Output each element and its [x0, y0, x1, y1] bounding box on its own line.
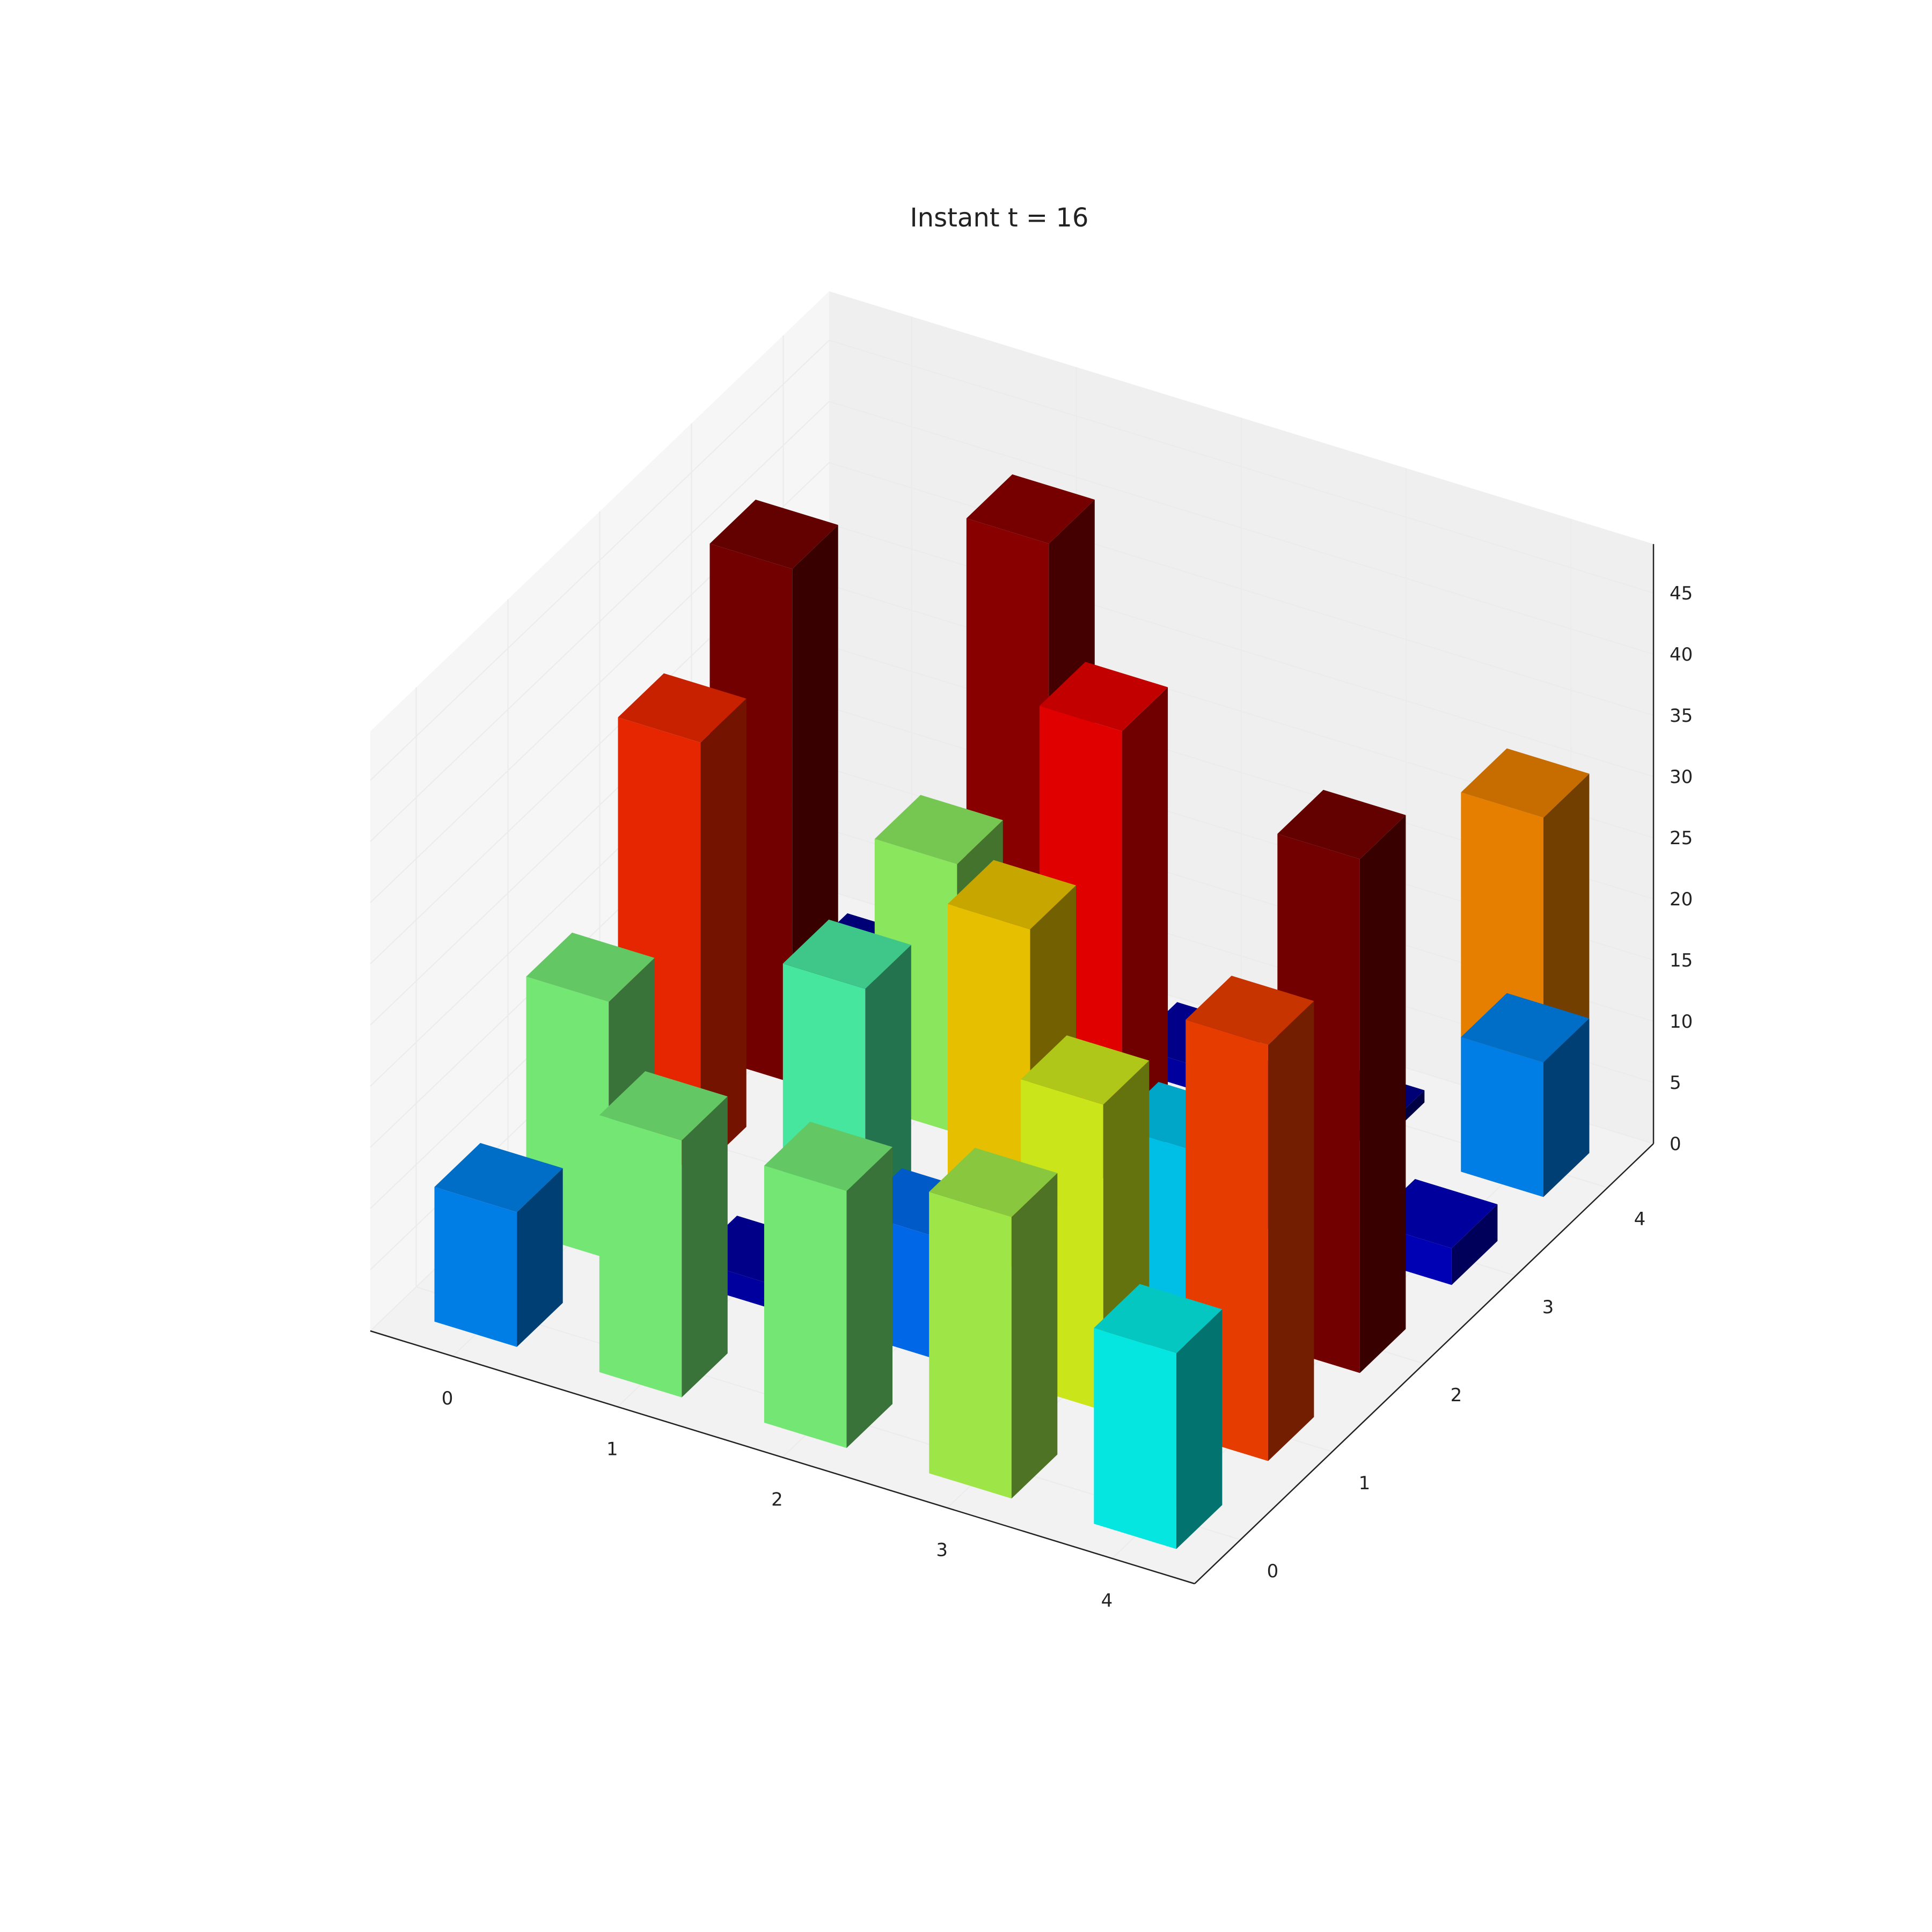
bar-top-face: [764, 1122, 892, 1191]
z-tick-label: 15: [1670, 950, 1693, 971]
z-tick-label: 0: [1670, 1133, 1681, 1155]
bar-front-face: [929, 1191, 1012, 1499]
bar-top-face: [947, 860, 1076, 930]
bar-side-face: [1543, 1018, 1590, 1197]
z-tick-label: 20: [1670, 889, 1693, 910]
bar-1-0: [599, 1071, 728, 1397]
y-tick-label: 1: [1359, 1473, 1371, 1494]
bar-3-0: [929, 1147, 1058, 1499]
bar-front-face: [1461, 1037, 1543, 1197]
bar-top-face: [1185, 976, 1314, 1045]
bar-top-face: [929, 1147, 1058, 1217]
z-tick-label: 45: [1670, 583, 1693, 604]
bar-top-face: [1039, 662, 1168, 731]
x-tick-label: 0: [442, 1388, 453, 1409]
bar-side-face: [1268, 1001, 1314, 1461]
z-tick-label: 5: [1670, 1072, 1681, 1094]
y-tick-label: 4: [1634, 1209, 1646, 1230]
bar-0-0: [434, 1143, 563, 1347]
z-tick-label: 35: [1670, 705, 1693, 727]
x-tick-label: 1: [606, 1438, 618, 1460]
x-tick-label: 3: [936, 1540, 948, 1561]
y-tick-label: 3: [1542, 1297, 1554, 1318]
bar-top-face: [599, 1071, 728, 1140]
bar-side-face: [1359, 815, 1406, 1373]
bar-top-face: [526, 932, 655, 1002]
bar-2-0: [764, 1122, 892, 1448]
bar-top-face: [709, 500, 838, 569]
bar-front-face: [1094, 1328, 1176, 1549]
grid-left-z: [370, 340, 830, 781]
bar-top-face: [874, 795, 1003, 865]
bar-top-face: [966, 474, 1095, 544]
bar-top-face: [782, 919, 911, 989]
grid-left-z: [370, 401, 830, 842]
bar-side-face: [682, 1096, 728, 1397]
bar-4-4: [1461, 993, 1590, 1197]
z-tick-label: 10: [1670, 1011, 1693, 1033]
bar-top-face: [618, 673, 747, 743]
bar-top-face: [1461, 993, 1590, 1063]
bar-top-face: [1021, 1035, 1150, 1105]
grid-back-z: [829, 401, 1654, 655]
x-tick-label: 2: [771, 1489, 783, 1511]
bar-4-0: [1094, 1284, 1223, 1549]
x-tick-label: 4: [1101, 1590, 1113, 1612]
bar-front-face: [764, 1166, 847, 1448]
bar-front-face: [434, 1187, 517, 1347]
bar-side-face: [1451, 1204, 1498, 1285]
x-axis-line: [370, 1330, 1195, 1585]
y-axis-line: [1194, 1143, 1654, 1584]
bar-side-face: [846, 1147, 892, 1448]
y-tick-label: 2: [1451, 1385, 1462, 1406]
bar-side-face: [1176, 1309, 1223, 1549]
y-tick-label: 0: [1267, 1561, 1279, 1582]
bar-front-face: [599, 1115, 682, 1397]
z-tick-label: 40: [1670, 644, 1693, 665]
bar-top-face: [1461, 748, 1590, 818]
z-tick-label: 25: [1670, 828, 1693, 849]
bar-top-face: [1094, 1284, 1223, 1353]
bar-side-face: [1011, 1173, 1058, 1499]
chart-title: Instant t = 16: [910, 203, 1089, 233]
z-tick-label: 30: [1670, 766, 1693, 788]
grid-back-z: [829, 340, 1654, 594]
axes-lines: [370, 544, 1655, 1585]
bar-top-face: [1277, 789, 1406, 859]
bar-side-face: [517, 1168, 563, 1347]
bars-group: [434, 474, 1590, 1549]
bar-top-face: [434, 1143, 563, 1212]
bar-side-face: [700, 698, 747, 1171]
grid-back-z: [829, 462, 1654, 716]
